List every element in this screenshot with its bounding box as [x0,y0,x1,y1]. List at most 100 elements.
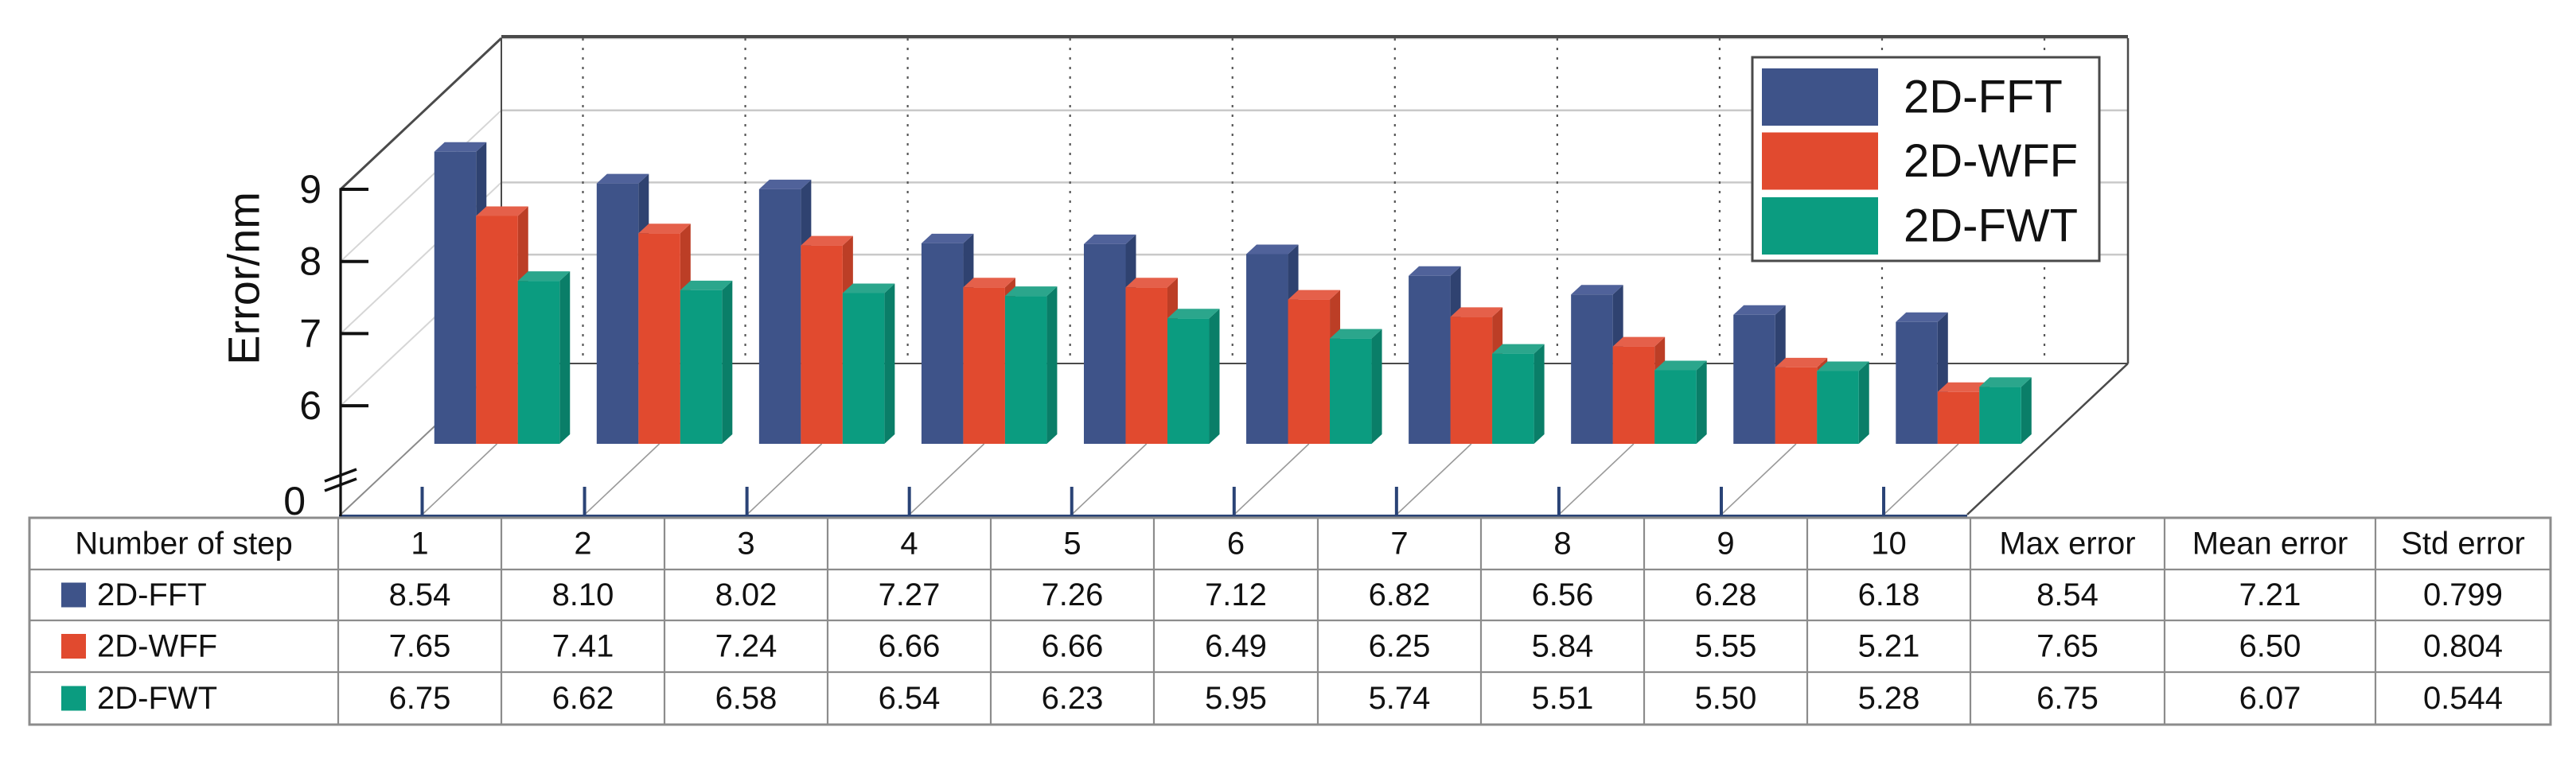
bar-face-top [921,233,974,243]
table-header-step-4: 4 [900,527,918,562]
bar-face-top [638,224,691,234]
bar-face-front [1246,254,1288,444]
bar-face-front [921,243,964,444]
bar-face-top [1937,382,1990,392]
bar-face-top [963,278,1015,288]
bar-group-step-7 [1409,266,1545,444]
bar-face-front [1492,353,1534,444]
drop-line-step-5 [1071,443,1148,515]
drop-line-step-3 [746,443,823,515]
bar-face-side [722,280,733,444]
bar-face-front [1083,243,1126,444]
bar-face-front [801,245,843,444]
table-cell-value: 6.82 [1369,577,1431,612]
bar-2d-fwt-step-1 [517,271,571,444]
bar-face-top [680,280,733,290]
bar-2d-fwt-step-2 [680,280,733,444]
table-header-step-8: 8 [1553,527,1571,562]
bar-face-top [1733,305,1786,315]
bar-face-front [1733,314,1775,444]
bar-face-top [1409,266,1461,276]
table-header-step-6: 6 [1227,527,1245,562]
table-row-label-2d-wff: 2D-WFF [97,629,217,664]
gridline-leftwall-8 [340,109,502,262]
table-cell-value: 6.62 [552,681,614,716]
bar-group-step-4 [921,233,1058,444]
bar-face-front [1979,387,2021,444]
table-cell-value: 5.74 [1369,681,1431,716]
table-header-stat-2: Mean error [2192,527,2348,562]
bar-group-step-2 [596,173,733,444]
bar-group-step-9 [1733,305,1869,444]
table-row-label-2d-fwt: 2D-FWT [97,681,217,716]
y-tick-label-7: 7 [299,311,322,356]
table-cell-value: 5.28 [1858,681,1920,716]
bar-face-front [1288,299,1331,444]
table-cell-value: 8.02 [715,577,777,612]
bar-face-top [434,142,487,152]
bar-face-top [1612,336,1666,347]
table-cell-value: 6.18 [1858,577,1920,612]
bar-face-top [517,271,571,282]
drop-line-step-2 [584,443,661,515]
bar-face-top [1450,307,1503,317]
table-cell-value: 6.66 [879,629,941,664]
table-cell-value: 6.23 [1042,681,1104,716]
table-cell-value: 8.10 [552,577,614,612]
bar-face-side [1696,360,1707,444]
bar-2d-fwt-step-4 [1004,286,1058,444]
table-cell-value: 5.95 [1205,681,1267,716]
table-cell-value: 6.66 [1042,629,1104,664]
bar-face-top [1083,234,1136,244]
drop-line-step-4 [909,443,985,515]
bar-face-top [1288,290,1341,300]
axis-break-mark [324,468,357,483]
drop-line-step-1 [421,443,498,515]
bar-face-top [596,173,649,184]
table-row-swatch-2d-fwt [61,686,86,711]
table-cell-value: 5.21 [1858,629,1920,664]
table-cell-mean: 6.50 [2239,629,2301,664]
bar-face-top [842,283,895,293]
bar-face-front [1330,338,1372,444]
bar-face-front [963,287,1005,444]
bar-face-front [1125,287,1167,444]
y-tick-label-8: 8 [299,239,322,284]
bar-face-side [1858,361,1869,444]
bar-face-top [1896,312,1948,322]
y-axis-title: Error/nm [219,192,269,365]
box-topleft-diagonal-edge [339,37,503,191]
table-cell-value: 7.12 [1205,577,1267,612]
bar-2d-fwt-step-7 [1492,344,1545,444]
bar-face-side [884,283,895,444]
table-cell-std: 0.544 [2423,681,2503,716]
bar-group-step-5 [1083,234,1220,444]
table-cell-value: 6.49 [1205,629,1267,664]
bar-group-step-8 [1571,285,1707,444]
table-cell-value: 8.54 [389,577,451,612]
bar-face-front [1937,391,1980,444]
bar-face-top [758,179,812,189]
bar-face-top [801,235,853,246]
table-header-step-7: 7 [1390,527,1408,562]
bar-group-step-3 [758,179,895,445]
bar-face-side [559,271,571,444]
legend-swatch-2d-fft [1762,68,1878,126]
legend-swatch-2d-wff [1762,132,1878,190]
bar-face-front [842,293,885,444]
table-header-stat-1: Max error [1999,527,2135,562]
bar-group-step-6 [1246,244,1382,444]
bar-face-front [758,189,801,445]
bar-face-top [476,206,528,216]
drop-line-step-7 [1396,443,1472,515]
drop-line-step-6 [1233,443,1310,515]
table-cell-max: 6.75 [2036,681,2099,716]
table-cell-value: 7.27 [879,577,941,612]
table-cell-value: 6.28 [1695,577,1757,612]
bar-face-front [1612,346,1655,444]
bar-2d-fwt-step-3 [842,283,895,444]
bar-face-side [1371,328,1382,444]
drop-line-step-9 [1721,443,1797,515]
bar-2d-fft-step-10 [1896,312,1948,444]
table-cell-value: 7.65 [389,629,451,664]
